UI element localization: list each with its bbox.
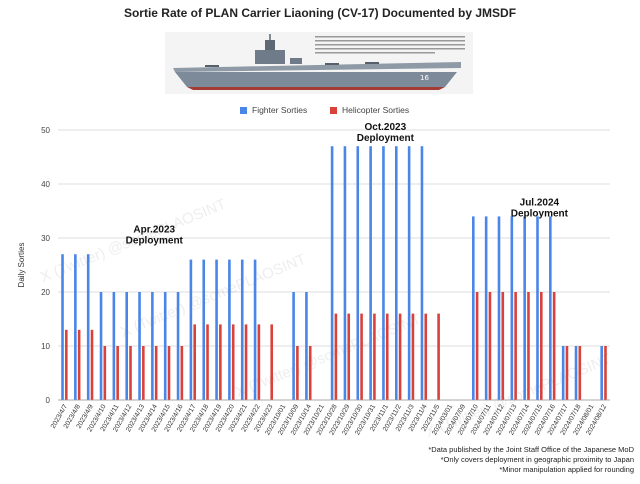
bar-helicopter	[231, 324, 235, 400]
bar-helicopter	[347, 313, 351, 400]
bar-fighter	[163, 292, 167, 400]
y-tick-label: 20	[41, 288, 50, 297]
bar-fighter	[86, 254, 90, 400]
bar-helicopter	[501, 292, 505, 400]
bar-helicopter	[527, 292, 530, 400]
bar-helicopter	[154, 346, 158, 400]
bar-fighter	[202, 259, 206, 400]
legend-fighter-swatch	[240, 106, 247, 114]
bar-fighter	[356, 146, 360, 400]
bar-helicopter	[488, 292, 492, 400]
bar-fighter	[549, 216, 552, 400]
y-tick-label: 10	[41, 342, 50, 351]
y-tick-label: 50	[41, 126, 50, 135]
bar-helicopter	[206, 324, 209, 400]
bar-fighter	[407, 146, 411, 400]
bar-helicopter	[77, 329, 81, 400]
bar-fighter	[125, 292, 129, 400]
bar-fighter	[138, 292, 141, 400]
bar-helicopter	[296, 346, 299, 400]
bar-fighter	[305, 292, 308, 400]
bar-fighter	[112, 292, 116, 400]
bar-helicopter	[565, 346, 569, 400]
legend-fighter: Fighter Sorties	[240, 105, 307, 115]
bar-helicopter	[180, 346, 184, 400]
bar-helicopter	[514, 292, 517, 400]
chart-title: Sortie Rate of PLAN Carrier Liaoning (CV…	[123, 6, 517, 20]
bar-helicopter	[604, 346, 607, 400]
bar-fighter	[510, 216, 514, 400]
bar-helicopter	[552, 292, 556, 400]
footnote-coverage: *Only covers deployment in geographic pr…	[440, 455, 634, 464]
bar-helicopter	[270, 324, 274, 400]
bar-fighter	[240, 259, 244, 400]
bar-fighter	[151, 292, 154, 400]
bar-fighter	[369, 146, 372, 400]
bar-fighter	[74, 254, 77, 400]
bar-helicopter	[539, 292, 543, 400]
bar-helicopter	[437, 313, 440, 400]
bar-fighter	[472, 216, 475, 400]
bar-fighter	[228, 259, 231, 400]
bar-helicopter	[90, 329, 94, 400]
y-tick-label: 30	[41, 234, 50, 243]
bar-helicopter	[103, 346, 107, 400]
legend-helicopter-swatch	[330, 106, 337, 114]
bar-helicopter	[398, 313, 402, 400]
bar-fighter	[215, 259, 218, 400]
bar-helicopter	[308, 346, 312, 400]
bar-fighter	[343, 146, 347, 400]
bar-helicopter	[360, 313, 363, 400]
bar-fighter	[484, 216, 488, 400]
bar-helicopter	[578, 346, 582, 400]
bar-fighter	[394, 146, 398, 400]
bar-fighter	[561, 346, 565, 400]
bar-fighter	[497, 216, 501, 400]
bar-fighter	[176, 292, 180, 400]
watermark: X (Twitter) @somePLAOSINT	[118, 251, 309, 341]
bar-helicopter	[334, 313, 338, 400]
y-tick-label: 40	[41, 180, 50, 189]
bar-helicopter	[65, 329, 68, 400]
bar-fighter	[382, 146, 385, 400]
bar-helicopter	[257, 324, 261, 400]
bar-fighter	[61, 254, 64, 400]
footnote-rounding: *Minor manipulation applied for rounding	[499, 465, 634, 474]
bar-fighter	[600, 346, 603, 400]
bar-fighter	[574, 346, 578, 400]
bar-fighter	[523, 216, 526, 400]
legend-fighter-label: Fighter Sorties	[252, 105, 308, 115]
bar-fighter	[330, 146, 334, 400]
bar-fighter	[253, 259, 257, 400]
y-axis-label: Daily Sorties	[17, 243, 26, 288]
footnote-source: *Data published by the Joint Staff Offic…	[428, 445, 634, 454]
bar-fighter	[99, 292, 103, 400]
bar-fighter	[189, 259, 193, 400]
bar-helicopter	[475, 292, 479, 400]
y-tick-label: 0	[46, 396, 51, 405]
annotation: Oct.2023 Deployment	[357, 122, 415, 144]
legend-helicopter-label: Helicopter Sorties	[342, 105, 410, 115]
bar-helicopter	[411, 313, 415, 400]
bar-helicopter	[193, 324, 196, 400]
bar-helicopter	[373, 313, 376, 400]
ship-illustration: 16	[165, 32, 473, 94]
bar-helicopter	[167, 346, 171, 400]
bar-fighter	[420, 146, 424, 400]
bar-helicopter	[129, 346, 132, 400]
bar-helicopter	[219, 324, 222, 400]
annotation: Apr.2023 Deployment	[126, 225, 184, 247]
hull-number: 16	[420, 74, 429, 82]
bar-fighter	[292, 292, 295, 400]
bar-helicopter	[424, 313, 428, 400]
annotation: Jul.2024 Deployment	[511, 198, 569, 220]
legend-helicopter: Helicopter Sorties	[330, 105, 409, 115]
bar-fighter	[536, 216, 539, 400]
bar-helicopter	[116, 346, 119, 400]
bar-helicopter	[244, 324, 248, 400]
bar-helicopter	[385, 313, 389, 400]
bar-helicopter	[142, 346, 145, 400]
